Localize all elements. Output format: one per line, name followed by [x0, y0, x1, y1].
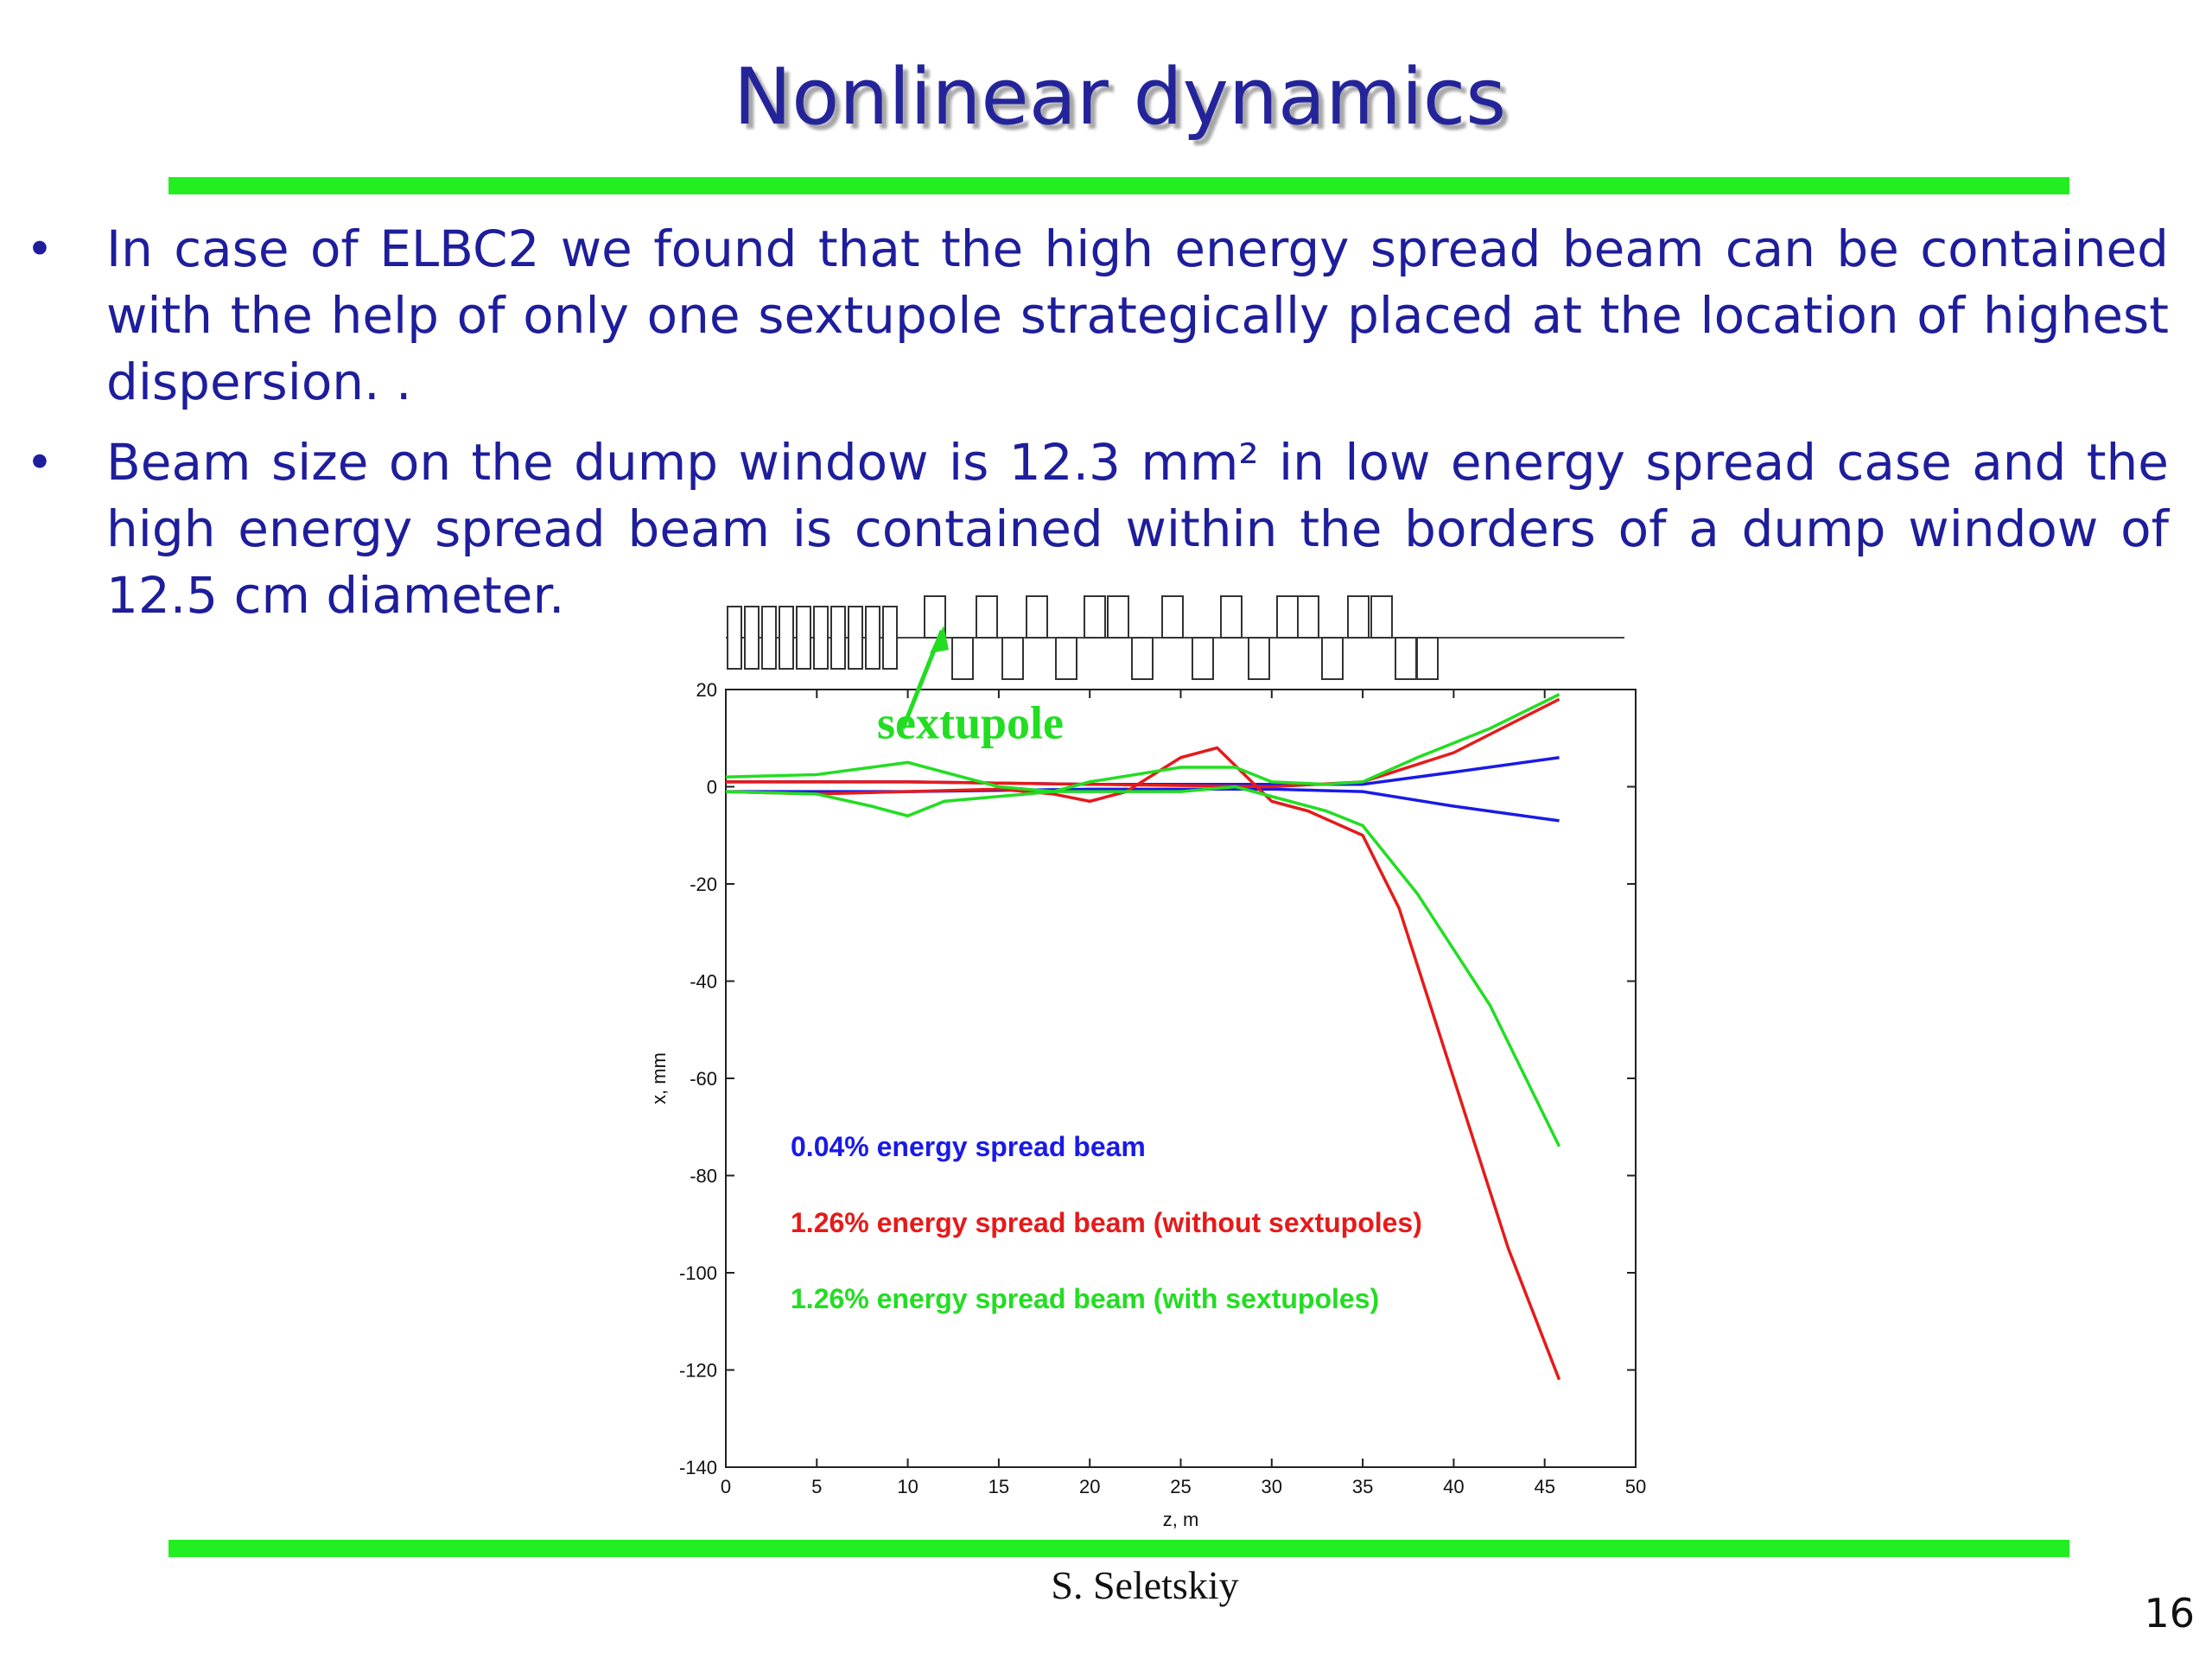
x-tick-label: 10 [897, 1476, 918, 1497]
y-tick-label: -60 [690, 1068, 717, 1090]
dipole-block [796, 606, 811, 670]
quadrupole-block [1026, 595, 1048, 639]
dipole-block [779, 606, 794, 670]
arrow-head-icon [930, 626, 949, 653]
bullet-dot-icon: • [26, 222, 54, 276]
top-rule [168, 177, 2069, 194]
quadrupole-block [1395, 637, 1417, 680]
legend: 0.04% energy spread beam 1.26% energy spr… [791, 1131, 1422, 1314]
x-axis-label: z, m [1163, 1509, 1199, 1530]
quadrupole-block [1321, 637, 1344, 680]
x-tick-label: 50 [1625, 1476, 1646, 1497]
quadrupole-block [1276, 595, 1299, 639]
dipole-block [813, 606, 829, 670]
bullet-text: Beam size on the dump window is 12.3 mm²… [106, 433, 2169, 625]
page-number: 16 [2144, 1590, 2195, 1637]
chart: 0 5 10 15 20 25 30 35 40 45 50 20 0 -20 -40 -60 -80 -100 -… [648, 595, 1646, 1530]
y-tick-label: -120 [679, 1360, 717, 1382]
dipole-block [744, 606, 760, 670]
series-line [725, 693, 1560, 793]
magnet-lattice-diagram [726, 595, 1624, 680]
x-tick-label: 35 [1352, 1476, 1373, 1497]
author-footer: S. Seletskiy [1051, 1563, 1239, 1607]
quadrupole-block [1297, 595, 1319, 639]
y-tick-label: -40 [690, 971, 717, 993]
x-tick-label: 15 [988, 1476, 1009, 1497]
quadrupole-block [1107, 595, 1129, 639]
quadrupole-block [1220, 595, 1243, 639]
series-line [725, 746, 1561, 1381]
legend-entry: 1.26% energy spread beam (without sextup… [791, 1207, 1422, 1238]
y-axis-label: x, mm [648, 1052, 670, 1104]
y-tick-label: -140 [679, 1457, 717, 1478]
quadrupole-block [1416, 637, 1439, 680]
dipole-block [830, 606, 846, 670]
bullet-item: • In case of ELBC2 we found that the hig… [26, 216, 2169, 416]
quadrupole-block [1161, 595, 1184, 639]
x-tick-label: 30 [1262, 1476, 1282, 1497]
series-line [726, 697, 1560, 789]
x-tick-label: 20 [1079, 1476, 1100, 1497]
plot-frame [725, 689, 1637, 1468]
y-tick-label: -80 [690, 1166, 717, 1187]
dipole-block [882, 606, 898, 670]
y-tick-label: -100 [679, 1262, 717, 1284]
x-tick-label: 25 [1170, 1476, 1191, 1497]
dipole-block [761, 606, 777, 670]
y-tick-label: 20 [696, 679, 717, 701]
x-tick-label: 45 [1534, 1476, 1554, 1497]
quadrupole-block [1370, 595, 1393, 639]
dipole-block [727, 606, 742, 670]
slide-title: Nonlinear dynamics [733, 52, 1507, 143]
series-line [725, 785, 1561, 1147]
quadrupole-block [1347, 595, 1370, 639]
y-tick-label: -20 [690, 874, 717, 895]
legend-entry: 1.26% energy spread beam (with sextupole… [791, 1283, 1379, 1314]
bullet-dot-icon: • [26, 435, 54, 490]
x-tick-label: 40 [1443, 1476, 1464, 1497]
quadrupole-block [1248, 637, 1270, 680]
quadrupole-block [1055, 637, 1077, 680]
sextupole-label: sextupole [877, 696, 1064, 748]
legend-entry: 0.04% energy spread beam [791, 1131, 1146, 1162]
y-tick-label: 0 [707, 777, 717, 798]
sextupole-annotation: sextupole [877, 626, 1064, 748]
bullet-text: In case of ELBC2 we found that the high … [106, 219, 2169, 411]
quadrupole-block [1131, 637, 1154, 680]
bullet-item: • Beam size on the dump window is 12.3 m… [26, 429, 2169, 629]
series-layer [725, 693, 1561, 1381]
x-tick-label: 5 [811, 1476, 822, 1497]
dipole-block [848, 606, 863, 670]
bottom-rule [168, 1540, 2069, 1557]
quadrupole-block [1084, 595, 1106, 639]
quadrupole-block [1001, 637, 1024, 680]
axis-ticks: 0 5 10 15 20 25 30 35 40 45 50 20 0 -20 -40 -60 -80 -100 -… [679, 679, 1646, 1497]
dipole-block [865, 606, 880, 670]
x-tick-label: 0 [721, 1476, 731, 1497]
quadrupole-block [976, 595, 998, 639]
quadrupole-block [951, 637, 974, 680]
quadrupole-block [1192, 637, 1214, 680]
bullet-list: • In case of ELBC2 we found that the hig… [26, 216, 2169, 643]
